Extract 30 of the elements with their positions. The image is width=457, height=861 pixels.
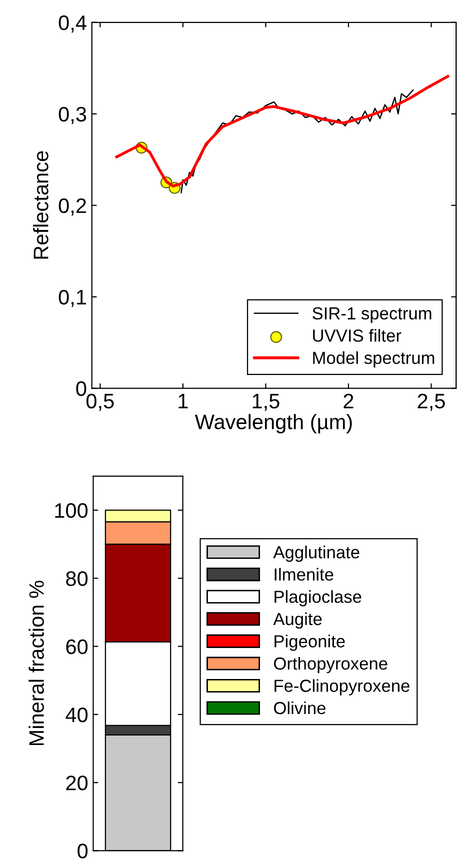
y-tick-label: 0 [76, 381, 86, 396]
legend-label: Olivine [274, 701, 326, 714]
y-tick-label: 20 [66, 776, 88, 790]
y-axis-title: Reflectance [33, 151, 48, 259]
legend-label: Ilmenite [274, 568, 334, 581]
legend-label: Plagioclase [274, 590, 362, 606]
legend-label: SIR-1 spectrum [312, 307, 432, 323]
legend-label: Model spectrum [313, 351, 434, 368]
legend-label: Fe-Clinopyroxene [274, 679, 410, 696]
y-tick-label: 40 [66, 707, 88, 722]
x-tick-label: 2,5 [418, 394, 445, 411]
x-tick-label: 0,5 [86, 394, 114, 411]
legend-label: Agglutinate [273, 546, 360, 562]
y-tick-label: 0,4 [58, 15, 86, 33]
x-tick-label: 1 [178, 394, 188, 408]
x-axis-title: Wavelength (µm) [194, 414, 352, 434]
y-tick-label: 0,1 [58, 290, 86, 308]
y-tick-label: 80 [66, 571, 88, 586]
y-tick-label: 100 [55, 503, 88, 518]
y-tick-label: 0,2 [58, 198, 86, 216]
legend-label: Orthopyroxene [274, 656, 388, 674]
legend-label: Augite [273, 612, 322, 629]
x-tick-label: 1,5 [252, 394, 280, 411]
legend-label: Pigeonite [274, 634, 345, 651]
x-tick-label: 2 [344, 394, 354, 408]
legend-label: UVVIS filter [313, 329, 402, 342]
y-tick-label: 0 [78, 844, 88, 858]
y-tick-label: 60 [66, 639, 88, 654]
y-tick-label: 0,3 [58, 106, 86, 124]
y-axis-title: Mineral fraction % [28, 580, 44, 746]
